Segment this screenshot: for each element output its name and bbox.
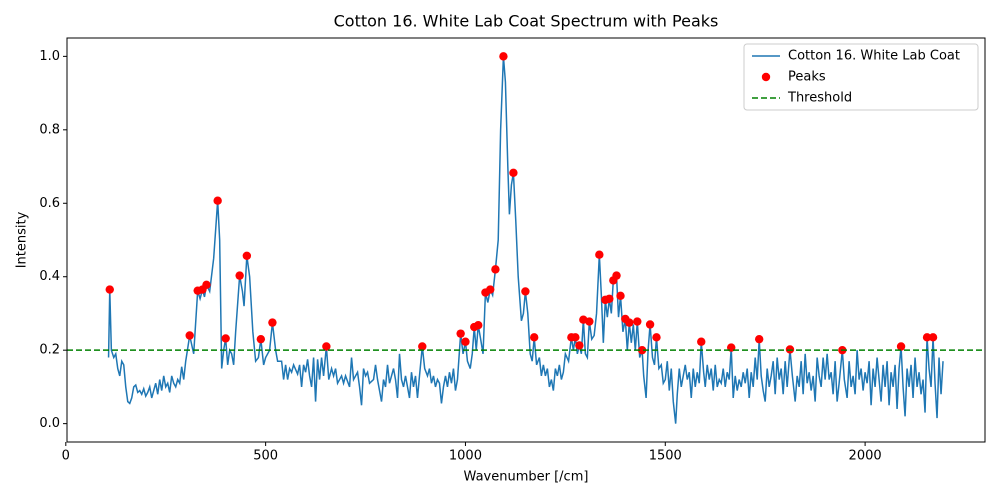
peak-point <box>221 334 230 343</box>
peak-point <box>486 285 495 294</box>
peak-point <box>509 168 518 177</box>
peak-point <box>529 333 539 342</box>
peak-point <box>235 271 244 280</box>
peak-point <box>185 331 194 340</box>
chart-title: Cotton 16. White Lab Coat Spectrum with … <box>334 12 719 31</box>
peak-point <box>896 342 906 351</box>
x-tick-label: 500 <box>253 449 278 464</box>
peak-point <box>922 333 932 342</box>
peak-point <box>256 334 266 344</box>
x-tick-label: 1500 <box>649 449 682 464</box>
legend-label: Cotton 16. White Lab Coat <box>788 49 960 64</box>
x-tick-label: 1000 <box>449 449 482 464</box>
y-tick-label: 0.4 <box>39 269 60 284</box>
peak-point <box>928 333 938 342</box>
peak-point <box>697 337 706 346</box>
peak-point <box>418 342 427 351</box>
legend-label: Peaks <box>788 70 826 85</box>
x-tick-label: 0 <box>62 449 70 464</box>
peak-point <box>595 250 604 259</box>
peak-point <box>322 342 331 351</box>
peak-point <box>612 271 621 280</box>
peak-point <box>637 345 647 355</box>
peak-point <box>585 317 594 326</box>
peak-point <box>213 196 222 205</box>
peak-point <box>575 341 584 350</box>
y-tick-label: 0.0 <box>39 416 60 431</box>
peak-point <box>754 334 764 344</box>
legend-swatch <box>761 72 771 82</box>
peak-point <box>202 280 211 290</box>
legend-label: Threshold <box>787 91 852 106</box>
y-axis-label: Intensity <box>15 211 30 268</box>
peak-point <box>521 287 530 296</box>
peak-point <box>625 318 634 327</box>
spectrum-line <box>107 56 944 424</box>
plot-frame <box>66 37 986 443</box>
peak-point <box>491 265 500 274</box>
y-tick-label: 0.2 <box>39 343 60 358</box>
x-tick-label: 2000 <box>849 449 882 464</box>
peak-point <box>633 317 642 326</box>
peak-point <box>268 318 277 327</box>
peak-point <box>605 294 614 303</box>
y-tick-label: 0.8 <box>39 122 60 137</box>
peak-point <box>616 291 625 301</box>
y-tick-label: 0.6 <box>39 196 60 211</box>
peak-point <box>499 52 508 61</box>
peak-point <box>461 337 470 346</box>
peak-point <box>474 321 483 330</box>
peak-point <box>242 251 252 260</box>
peak-point <box>105 285 114 294</box>
peak-point <box>645 320 655 329</box>
peak-point <box>571 333 580 342</box>
peak-point <box>456 329 465 338</box>
x-axis-label: Wavenumber [/cm] <box>464 470 589 485</box>
y-tick-label: 1.0 <box>39 49 60 64</box>
legend-box <box>743 43 979 111</box>
peak-point <box>652 333 661 342</box>
